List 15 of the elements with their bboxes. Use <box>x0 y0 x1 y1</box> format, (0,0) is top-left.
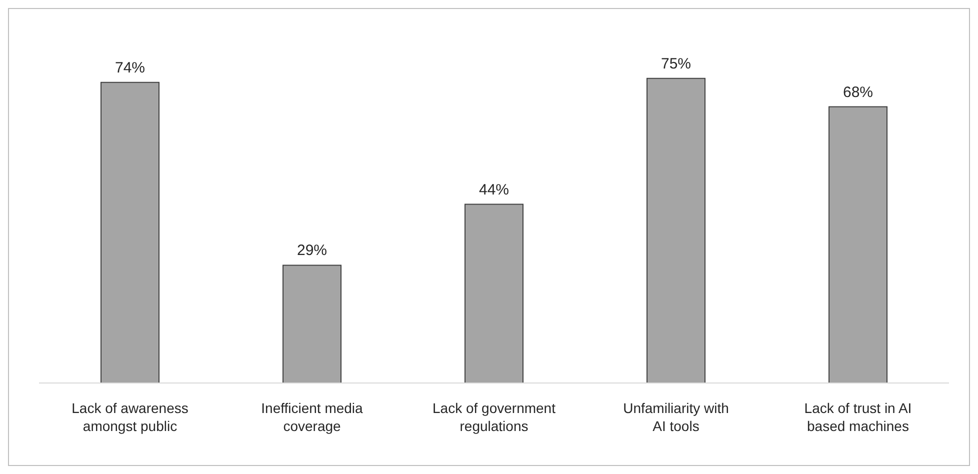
x-tick-label: Inefficient media coverage <box>261 400 364 434</box>
bar <box>828 106 888 384</box>
data-label: 29% <box>296 242 328 260</box>
bar <box>282 264 342 384</box>
bar <box>646 78 706 384</box>
data-label: 68% <box>842 84 874 101</box>
x-tick-label: Lack of government regulations <box>432 400 556 434</box>
data-label: 75% <box>660 55 692 72</box>
x-tick-label: Unfamiliarity with AI tools <box>623 400 729 434</box>
bar <box>464 204 524 384</box>
bar <box>100 82 160 384</box>
x-tick-label: Lack of awareness amongst public <box>72 400 188 434</box>
data-label: 44% <box>478 181 510 198</box>
data-label: 74% <box>114 59 146 76</box>
x-tick-label: Lack of trust in AI based machines <box>804 400 912 434</box>
